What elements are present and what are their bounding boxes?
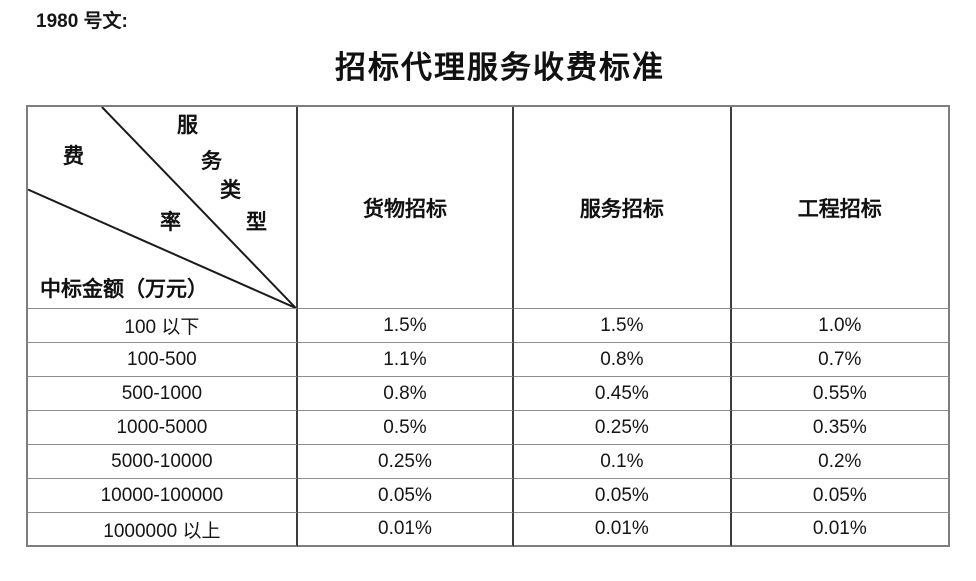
doc-ref-label: 1980 号文: bbox=[36, 11, 128, 32]
rate-cell: 0.55% bbox=[731, 377, 950, 411]
table-row: 5000-10000 0.25% 0.1% 0.2% bbox=[28, 445, 950, 479]
table-corner-cell: 服 务 类 型 费 率 中标金额（万元） bbox=[28, 107, 298, 309]
table-row: 10000-100000 0.05% 0.05% 0.05% bbox=[28, 479, 950, 513]
corner-type-axis-char: 型 bbox=[246, 209, 267, 234]
amount-axis-label: 中标金额（万元） bbox=[40, 276, 208, 301]
rate-cell: 0.25% bbox=[514, 411, 732, 445]
rate-cell: 0.8% bbox=[297, 377, 515, 411]
fee-table: 服 务 类 型 费 率 中标金额（万元） 货物招标 服务招标 工程招标 100 … bbox=[26, 105, 950, 547]
rate-cell: 0.01% bbox=[731, 513, 950, 547]
rate-cell: 0.5% bbox=[297, 411, 515, 445]
diagonal-divider-lines bbox=[28, 107, 296, 308]
rate-cell: 1.5% bbox=[297, 309, 515, 343]
rate-cell: 0.35% bbox=[731, 411, 950, 445]
rate-cell: 1.5% bbox=[514, 309, 732, 343]
amount-range-cell: 1000000 以上 bbox=[28, 513, 298, 547]
corner-type-axis-char: 务 bbox=[201, 148, 222, 173]
table-row: 500-1000 0.8% 0.45% 0.55% bbox=[28, 377, 950, 411]
column-header-goods: 货物招标 bbox=[297, 107, 515, 309]
table-row: 1000-5000 0.5% 0.25% 0.35% bbox=[28, 411, 950, 445]
table-row: 100 以下 1.5% 1.5% 1.0% bbox=[28, 309, 950, 343]
rate-cell: 0.8% bbox=[514, 343, 732, 377]
diagonal-line-lower bbox=[28, 188, 296, 308]
rate-cell: 0.25% bbox=[297, 445, 515, 479]
rate-cell: 0.05% bbox=[514, 479, 732, 513]
amount-range-cell: 500-1000 bbox=[28, 377, 298, 411]
corner-type-axis-char: 服 bbox=[177, 112, 198, 137]
rate-cell: 0.01% bbox=[514, 513, 732, 547]
amount-range-cell: 1000-5000 bbox=[28, 411, 298, 445]
table-row: 1000000 以上 0.01% 0.01% 0.01% bbox=[28, 513, 950, 547]
corner-type-axis-char: 类 bbox=[220, 177, 241, 202]
rate-cell: 0.05% bbox=[297, 479, 515, 513]
amount-range-cell: 100-500 bbox=[28, 343, 298, 377]
column-header-engineering: 工程招标 bbox=[731, 107, 950, 309]
rate-cell: 0.01% bbox=[297, 513, 515, 547]
diagonal-line-upper bbox=[101, 107, 296, 308]
table-header-row: 服 务 类 型 费 率 中标金额（万元） 货物招标 服务招标 工程招标 bbox=[28, 107, 950, 309]
amount-range-cell: 5000-10000 bbox=[28, 445, 298, 479]
rate-cell: 0.45% bbox=[514, 377, 732, 411]
corner-rate-axis-char: 率 bbox=[160, 209, 181, 234]
table-row: 100-500 1.1% 0.8% 0.7% bbox=[28, 343, 950, 377]
rate-cell: 0.2% bbox=[731, 445, 950, 479]
rate-cell: 0.1% bbox=[514, 445, 732, 479]
amount-range-cell: 100 以下 bbox=[28, 309, 298, 343]
rate-cell: 0.7% bbox=[731, 343, 950, 377]
rate-cell: 1.1% bbox=[297, 343, 515, 377]
rate-cell: 1.0% bbox=[731, 309, 950, 343]
amount-range-cell: 10000-100000 bbox=[28, 479, 298, 513]
corner-rate-axis-char: 费 bbox=[63, 143, 84, 168]
rate-cell: 0.05% bbox=[731, 479, 950, 513]
page-title: 招标代理服务收费标准 bbox=[335, 50, 665, 86]
column-header-services: 服务招标 bbox=[514, 107, 732, 309]
